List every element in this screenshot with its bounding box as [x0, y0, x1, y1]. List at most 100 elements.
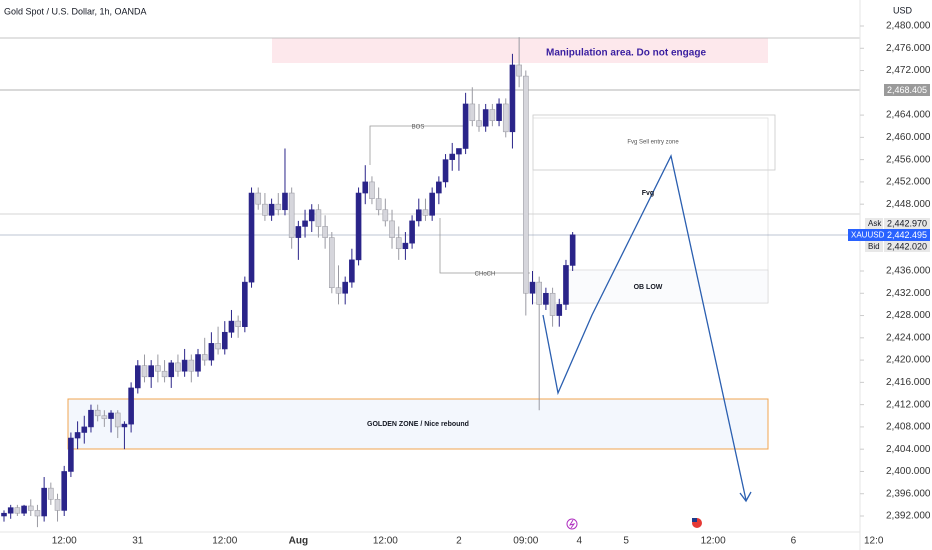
ask-tag: [884, 218, 930, 229]
ask-tag: [865, 218, 883, 229]
candle-body: [308, 209, 315, 222]
candle-body: [94, 409, 101, 417]
candle-body: [74, 432, 81, 439]
candle-body: [41, 487, 47, 517]
candle-body: [141, 365, 148, 378]
candle-body: [556, 304, 563, 316]
bos-line: [369, 125, 466, 165]
candle-body: [201, 354, 208, 361]
bid-tag: [884, 241, 930, 252]
candle-body: [302, 220, 308, 227]
candle-body: [362, 181, 369, 194]
y-tick-label: 2,392.000: [886, 511, 931, 522]
candle-body: [188, 359, 195, 372]
annotation: Fvg: [642, 190, 654, 197]
candle-body: [442, 159, 449, 183]
candle-body: [128, 387, 134, 425]
candle-body: [168, 362, 175, 378]
candle-body: [395, 237, 402, 250]
y-tick-label: 2,456.000: [886, 154, 931, 165]
candle-body: [449, 153, 456, 160]
x-tick-label: 12:00: [212, 536, 237, 547]
candle-body: [509, 64, 516, 133]
candle-body: [335, 287, 342, 294]
candle-body: [536, 281, 543, 305]
x-tick-label: 12:00: [701, 536, 726, 547]
y-tick-label: 2,396.000: [886, 488, 931, 499]
ob-low-zone: [564, 269, 769, 304]
candle-body: [342, 281, 348, 294]
y-tick-label: 2,436.000: [886, 266, 931, 277]
candle-body: [349, 259, 355, 283]
candle-body: [195, 354, 201, 372]
candle-body: [275, 203, 282, 211]
x-tick-label: 12:00: [52, 536, 77, 547]
candle-body: [14, 507, 21, 514]
y-tick-label: 2,416.000: [886, 377, 931, 388]
candle-body: [382, 209, 389, 222]
candle-body: [161, 370, 168, 378]
level-tag: [884, 84, 930, 96]
candle-body: [569, 234, 576, 266]
candle-body: [282, 192, 288, 211]
y-tick-label: 2,404.000: [886, 444, 931, 455]
last-price: 2,442.495: [887, 230, 927, 240]
candle-body: [496, 103, 502, 121]
candle-body: [248, 192, 255, 283]
candle-body: [549, 292, 556, 316]
x-tick-label: 5: [623, 536, 629, 547]
candle-body: [175, 362, 181, 372]
candle-body: [476, 120, 482, 127]
y-tick-label: 2,412.000: [886, 399, 931, 410]
candle-body: [255, 192, 262, 205]
candle-body: [322, 226, 328, 238]
candle-body: [375, 198, 382, 211]
y-tick-label: 2,476.000: [886, 43, 931, 54]
candle-body: [369, 181, 375, 199]
candle-body: [436, 181, 442, 194]
y-tick-label: 2,460.000: [886, 132, 931, 143]
event-icon-bolt: [568, 519, 576, 529]
candle-body: [208, 343, 215, 361]
candle-body: [429, 192, 435, 216]
candle-body: [563, 265, 569, 305]
candle-body: [61, 471, 68, 511]
candle-body: [242, 281, 248, 327]
projection-arrow: [739, 491, 752, 503]
candle-body: [7, 507, 14, 514]
candle-body: [295, 226, 302, 238]
candle-body: [489, 109, 496, 121]
candle-body: [21, 505, 27, 514]
ask-label: Ask: [868, 219, 882, 228]
x-tick-label: 31: [132, 536, 144, 547]
candle-body: [155, 365, 161, 372]
candle-body: [148, 365, 154, 378]
bid-price: 2,442.020: [887, 241, 927, 251]
event-icon[interactable]: [566, 518, 578, 530]
annotation: Manipulation area. Do not engage: [546, 48, 706, 59]
candle-body: [529, 281, 536, 294]
bid-tag: [865, 241, 883, 252]
annotation: CHoCH: [475, 272, 496, 278]
event-flag-canton: [692, 518, 697, 522]
candle-body: [288, 192, 295, 238]
y-tick-label: 2,472.000: [886, 65, 931, 76]
candle-body: [329, 237, 335, 289]
level-tag-label: 2,468.405: [887, 85, 927, 95]
candle-body: [181, 359, 188, 372]
ask-price: 2,442.970: [887, 218, 927, 228]
currency: USD: [893, 5, 913, 15]
manipulation-zone: [272, 38, 768, 63]
x-tick-label: 2: [456, 536, 462, 547]
candle-body: [108, 412, 114, 419]
chart-title: Gold Spot / U.S. Dollar, 1h, OANDA: [4, 6, 147, 16]
golden-zone: [67, 398, 769, 450]
candle-body: [68, 437, 74, 472]
annotation: GOLDEN ZONE / Nice rebound: [367, 421, 469, 428]
candle-body: [355, 192, 362, 261]
candle-body: [422, 209, 429, 216]
candle-body: [516, 64, 522, 77]
candle-body: [27, 505, 34, 511]
